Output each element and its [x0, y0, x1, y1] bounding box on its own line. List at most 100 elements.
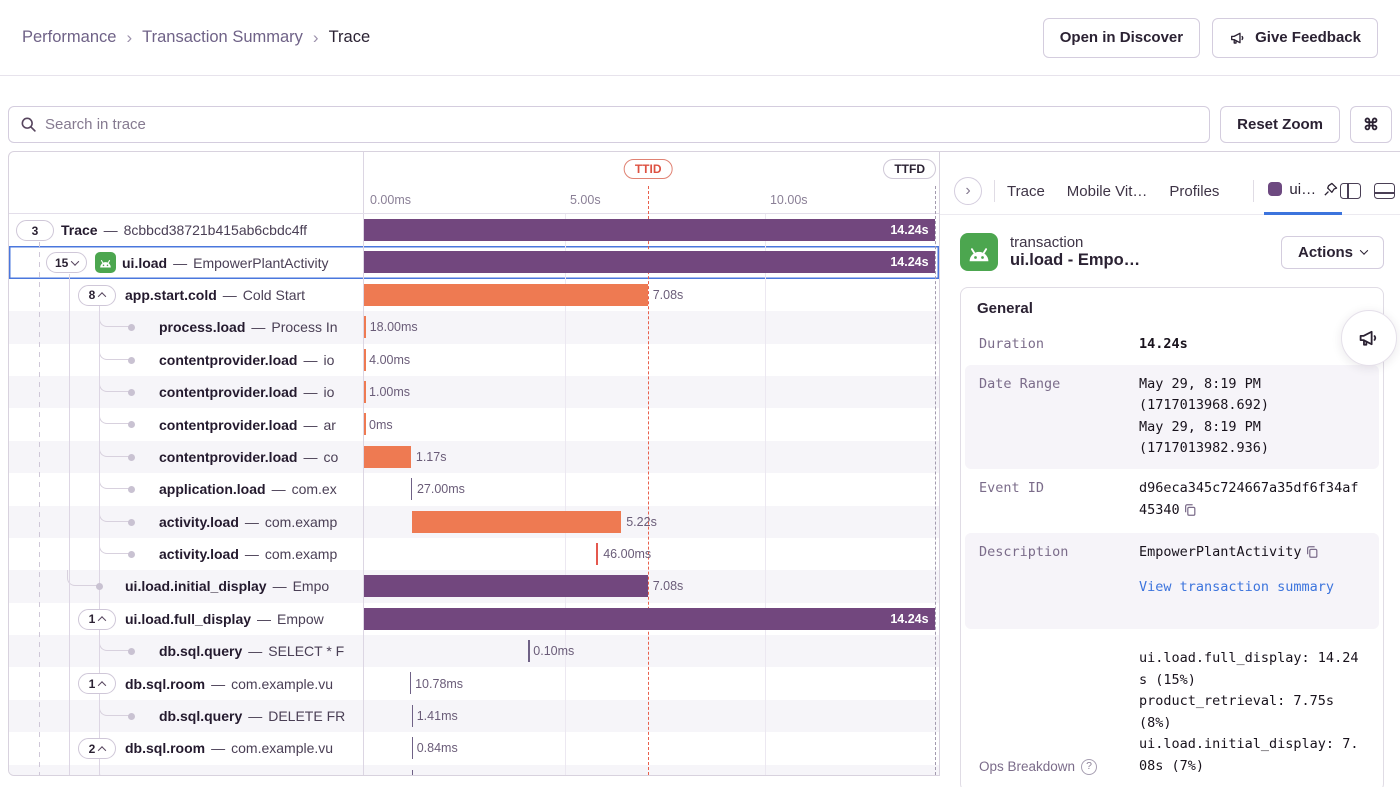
trace-row-tree: db.sql.query — DELETE FR	[9, 699, 364, 733]
trace-row[interactable]: 1 ui.load.full_display — Empow 14.24s	[9, 602, 939, 636]
trace-row-timeline: 7.08s	[364, 570, 939, 602]
copy-icon[interactable]	[1183, 503, 1197, 525]
trace-row-timeline: 14.24s	[364, 603, 939, 635]
span-duration-label: 14.24s	[890, 223, 929, 237]
span-label: process.load — Process In	[159, 319, 338, 336]
pin-icon[interactable]	[1323, 182, 1338, 197]
span-description: EmpowerPlantActivity	[193, 254, 329, 271]
chevron-down-icon	[71, 257, 80, 266]
span-count-pill[interactable]: 15	[46, 252, 88, 274]
leaf-dot	[128, 421, 135, 429]
span-duration-bar: 14.24s	[364, 607, 935, 630]
trace-row-timeline: 7.08s	[364, 279, 939, 311]
help-icon[interactable]: ?	[1081, 758, 1098, 775]
search-input[interactable]	[8, 106, 1211, 143]
axis-tick-label: 0.00ms	[370, 193, 411, 207]
android-icon	[95, 252, 116, 274]
layout-left-panel-button[interactable]	[1340, 183, 1362, 199]
trace-row[interactable]: 3 Trace —8cbbcd38721b415ab6cbdc4ff 14.24s	[9, 214, 939, 247]
copy-icon[interactable]	[1305, 545, 1319, 567]
tab-profiles[interactable]: Profiles	[1169, 182, 1220, 200]
span-duration-bar	[364, 348, 366, 371]
trace-row[interactable]: activity.load — com.examp 46.00ms	[9, 537, 939, 571]
trace-row[interactable]: contentprovider.load — io 4.00ms	[9, 343, 939, 376]
general-row-description: Description EmpowerPlantActivity View tr…	[965, 533, 1379, 629]
trace-row[interactable]: db.sql.query — DELETE FR 1.41ms	[9, 699, 939, 733]
general-heading: General	[977, 300, 1033, 317]
span-count-pill[interactable]: 2	[78, 738, 116, 760]
span-duration-bar	[364, 575, 648, 598]
span-duration-label: 0.70ms	[417, 774, 458, 775]
span-duration-label: 4.00ms	[369, 352, 411, 367]
feedback-floating-button[interactable]	[1341, 310, 1397, 366]
span-description: com.ex	[291, 481, 337, 498]
span-count-pill[interactable]: 3	[16, 220, 54, 241]
collapse-drawer-button[interactable]: ›	[954, 177, 982, 205]
axis-tick-label: 10.00s	[769, 193, 808, 207]
span-label: contentprovider.load — io	[159, 384, 335, 401]
search-icon	[21, 117, 36, 132]
span-op: activity.load	[159, 513, 239, 530]
span-duration-label: 14.24s	[890, 255, 929, 270]
breadcrumb-trace: Trace	[328, 28, 371, 46]
span-duration-label: 7.08s	[652, 287, 684, 302]
breadcrumb: Performance › Transaction Summary › Trac…	[22, 28, 370, 48]
chevron-down-icon	[1359, 246, 1369, 255]
trace-row[interactable]: process.load — Process In 18.00ms	[9, 311, 939, 344]
trace-row[interactable]: contentprovider.load — ar 0ms	[9, 408, 939, 441]
span-label: contentprovider.load — ar	[159, 416, 336, 433]
trace-row[interactable]: contentprovider.load — co 1.17s	[9, 440, 939, 474]
actions-button[interactable]: Actions	[1280, 235, 1384, 269]
trace-row[interactable]: 1 db.sql.room — com.example.vu 10.78ms	[9, 667, 939, 700]
trace-row[interactable]: contentprovider.load — io 1.00ms	[9, 375, 939, 409]
layout-bottom-panel-button[interactable]	[1374, 183, 1396, 199]
timeline-header: TTID TTFD 0.00ms 5.00s 10.00s	[9, 152, 939, 214]
give-feedback-button[interactable]: Give Feedback	[1212, 17, 1378, 58]
trace-row-tree: ui.load.initial_display — Empo	[9, 570, 364, 603]
chevron-up-icon	[98, 616, 107, 625]
breadcrumb-transaction-summary[interactable]: Transaction Summary	[142, 28, 303, 46]
open-in-discover-button[interactable]: Open in Discover	[1042, 17, 1201, 58]
span-duration-bar	[364, 316, 366, 339]
span-description: Cold Start	[242, 286, 306, 303]
trace-row-timeline: 1.00ms	[364, 376, 939, 408]
trace-row[interactable]: 2 db.sql.room — com.example.vu 0.84ms	[9, 732, 939, 765]
trace-row[interactable]: db.sql.query—INSERT OR 0.70ms	[9, 764, 939, 775]
trace-row-tree: contentprovider.load — io	[9, 343, 364, 376]
trace-row[interactable]: 15 ui.load — EmpowerPlantActivity 14.24s	[9, 246, 939, 279]
span-count-pill[interactable]: 1	[78, 673, 116, 695]
trace-row[interactable]: db.sql.query — SELECT * F 0.10ms	[9, 635, 939, 668]
span-duration-label: 14.24s	[890, 611, 929, 626]
leaf-dot	[128, 388, 135, 396]
span-duration-bar	[411, 737, 414, 760]
view-transaction-summary-link[interactable]: View transaction summary	[1139, 578, 1335, 595]
breadcrumb-performance[interactable]: Performance	[22, 28, 117, 46]
trace-row[interactable]: application.load — com.ex 27.00ms	[9, 473, 939, 506]
trace-row-tree: activity.load — com.examp	[9, 505, 364, 538]
trace-row-timeline: 1.17s	[364, 441, 939, 473]
trace-toolbar: Reset Zoom ⌘	[0, 76, 1400, 151]
span-duration-bar: 14.24s	[364, 251, 935, 274]
tab-trace[interactable]: Trace	[1007, 182, 1045, 200]
leaf-dot	[128, 356, 135, 364]
span-count-pill[interactable]: 8	[78, 284, 116, 306]
span-duration-bar	[412, 510, 622, 533]
span-op: ui.load	[122, 254, 168, 271]
drawer-tabs-bar: › Trace Mobile Vit… Profiles ui…	[940, 152, 1400, 215]
trace-row[interactable]: 8 app.start.cold — Cold Start 7.08s	[9, 278, 939, 312]
tab-mobile-vitals[interactable]: Mobile Vit…	[1066, 182, 1148, 200]
span-description: INSERT OR	[268, 773, 344, 775]
span-op: db.sql.room	[125, 675, 206, 692]
span-duration-bar	[364, 283, 648, 306]
span-duration-bar	[364, 380, 366, 403]
trace-row[interactable]: ui.load.initial_display — Empo 7.08s	[9, 570, 939, 603]
span-op: process.load	[159, 319, 246, 336]
command-shortcut-button[interactable]: ⌘	[1350, 106, 1392, 143]
tab-ui-load-active[interactable]: ui…	[1264, 168, 1342, 215]
reset-zoom-button[interactable]: Reset Zoom	[1220, 106, 1340, 143]
span-count-pill[interactable]: 1	[78, 608, 116, 630]
span-duration-label: 1.41ms	[416, 709, 458, 724]
tree-connector	[67, 570, 99, 587]
general-row-event-id: Event ID d96eca345c724667a35df6f34af4534…	[965, 469, 1379, 533]
trace-row[interactable]: activity.load — com.examp 5.22s	[9, 505, 939, 538]
